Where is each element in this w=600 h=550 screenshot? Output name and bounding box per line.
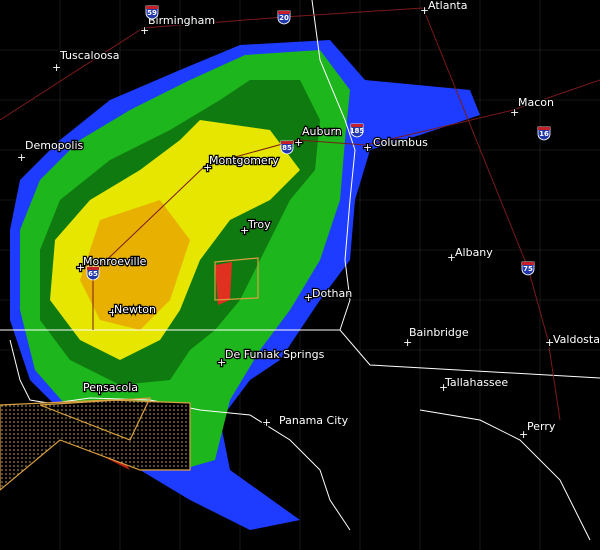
city-label: Perry xyxy=(527,420,556,433)
city-label: Bainbridge xyxy=(409,326,469,339)
city-marker: + xyxy=(262,416,271,429)
interstate-shield xyxy=(350,123,364,138)
city-marker: + xyxy=(217,356,226,369)
interstate-label: 65 xyxy=(88,270,98,278)
interstate-shield xyxy=(521,261,535,276)
city-label: Troy xyxy=(247,218,271,231)
interstate-label: 185 xyxy=(350,127,365,135)
city-marker: + xyxy=(240,224,249,237)
city-marker: + xyxy=(545,336,554,349)
city-label: Tuscaloosa xyxy=(59,49,120,62)
interstate-shield xyxy=(145,5,159,20)
city-marker: + xyxy=(304,291,313,304)
city-label: Panama City xyxy=(279,414,349,427)
city-label: Albany xyxy=(455,246,493,259)
city-label: Monroeville xyxy=(83,255,147,268)
city-label: Demopolis xyxy=(25,139,84,152)
city-marker: + xyxy=(95,384,104,397)
city-marker: + xyxy=(294,136,303,149)
radar-echoes xyxy=(10,40,480,530)
shield-top xyxy=(538,127,550,130)
interstate-shield xyxy=(280,140,294,155)
city-marker: + xyxy=(363,141,372,154)
city-marker: + xyxy=(108,306,117,319)
city-label: Montgomery xyxy=(209,154,279,167)
city-label: De Funiak Springs xyxy=(225,348,325,361)
shield-top xyxy=(281,141,293,144)
interstate-shield xyxy=(86,266,100,281)
warning-polygons xyxy=(0,257,259,491)
city-marker: + xyxy=(420,4,429,17)
city-label: Dothan xyxy=(312,287,352,300)
shield-top xyxy=(351,124,363,127)
interstate-label: 20 xyxy=(279,14,289,22)
city-label: Valdosta xyxy=(553,333,600,346)
city-marker: + xyxy=(519,428,528,441)
city-marker: + xyxy=(403,336,412,349)
city-marker: + xyxy=(510,106,519,119)
interstate-shield xyxy=(277,10,291,25)
city-label: Columbus xyxy=(373,136,428,149)
city-marker: + xyxy=(203,161,212,174)
interstate-shield xyxy=(537,126,551,141)
city-marker: + xyxy=(52,61,61,74)
shield-top xyxy=(278,11,290,14)
city-marker: + xyxy=(447,251,456,264)
city-marker: + xyxy=(439,381,448,394)
labels: +Birmingham+Atlanta+Tuscaloosa+Macon+Aub… xyxy=(16,0,600,442)
city-label: Atlanta xyxy=(428,0,467,12)
city-marker: + xyxy=(17,151,26,164)
city-label: Auburn xyxy=(302,125,342,138)
shield-top xyxy=(87,267,99,270)
city-marker: + xyxy=(76,261,85,274)
city-label: Birmingham xyxy=(148,14,215,27)
city-label: Newton xyxy=(114,303,156,316)
city-label: Macon xyxy=(518,96,554,109)
shield-top xyxy=(146,6,158,9)
shield-top xyxy=(522,262,534,265)
city-label: Tallahassee xyxy=(444,376,508,389)
city-marker: + xyxy=(140,24,149,37)
city-label: Pensacola xyxy=(83,381,138,394)
interstate-label: 16 xyxy=(539,130,549,138)
interstate-label: 75 xyxy=(523,265,533,273)
interstate-label: 85 xyxy=(282,144,292,152)
interstate-label: 59 xyxy=(147,9,157,17)
